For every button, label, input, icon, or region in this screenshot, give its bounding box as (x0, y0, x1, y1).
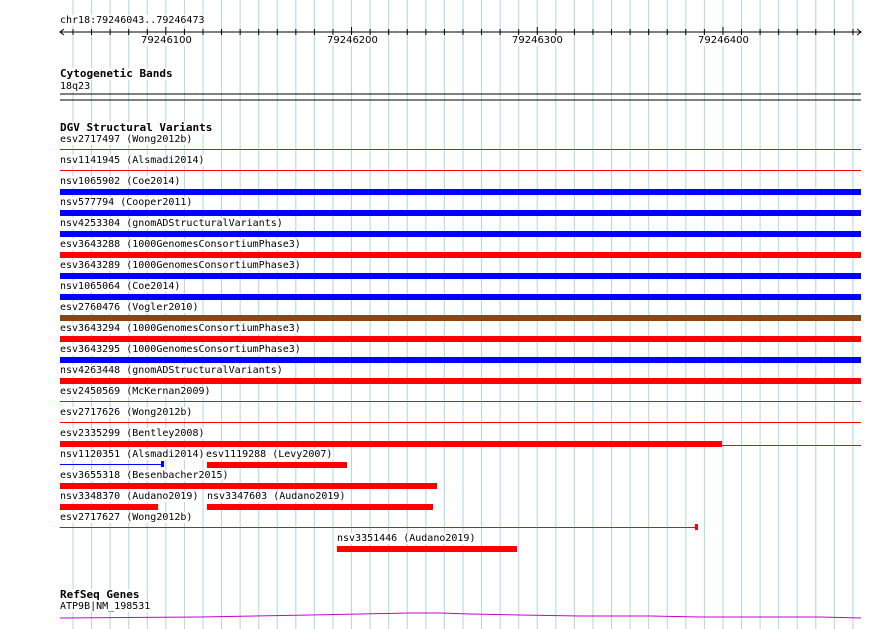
variant-label-esv2450569[interactable]: esv2450569 (McKernan2009) (59, 386, 212, 397)
variant-feature-esv2717497[interactable] (60, 149, 861, 150)
variant-feature-nsv3351446[interactable] (337, 546, 517, 552)
variant-feature-esv3643288[interactable] (60, 252, 861, 258)
variant-end-marker-esv2717627[interactable] (695, 524, 698, 530)
variant-feature-nsv3348370[interactable] (60, 504, 158, 510)
refseq-track (59, 612, 862, 619)
variant-label-nsv4263448[interactable]: nsv4263448 (gnomADStructuralVariants) (59, 365, 284, 376)
ruler-right-arrow (856, 28, 862, 36)
variant-feature-esv3643289[interactable] (60, 273, 861, 279)
gene-model-atp9b[interactable] (59, 612, 862, 619)
variant-label-esv3655318[interactable]: esv3655318 (Besenbacher2015) (59, 470, 230, 481)
variant-label-nsv1141945[interactable]: nsv1141945 (Alsmadi2014) (59, 155, 206, 166)
variant-label-nsv3351446[interactable]: nsv3351446 (Audano2019) (336, 533, 477, 544)
variant-label-nsv3348370[interactable]: nsv3348370 (Audano2019) (59, 491, 200, 502)
variant-feature-esv2717627[interactable] (60, 527, 696, 528)
variant-label-nsv1065064[interactable]: nsv1065064 (Coe2014) (59, 281, 182, 292)
refseq-gene-label[interactable]: ATP9B|NM_198531 (59, 601, 152, 612)
variant-label-esv2760476[interactable]: esv2760476 (Vogler2010) (59, 302, 200, 313)
variant-feature-nsv1065902[interactable] (60, 189, 861, 195)
variant-label-nsv3347603[interactable]: nsv3347603 (Audano2019) (206, 491, 347, 502)
variant-label-esv3643294[interactable]: esv3643294 (1000GenomesConsortiumPhase3) (59, 323, 302, 334)
variant-label-esv2717497[interactable]: esv2717497 (Wong2012b) (59, 134, 194, 145)
variant-label-nsv1065902[interactable]: nsv1065902 (Coe2014) (59, 176, 182, 187)
cytoband-label: 18q23 (59, 81, 92, 92)
ruler-tick-label-3: 79246400 (697, 35, 750, 46)
ruler-tick-label-0: 79246100 (140, 35, 193, 46)
variant-label-esv3643288[interactable]: esv3643288 (1000GenomesConsortiumPhase3) (59, 239, 302, 250)
variant-label-esv3643295[interactable]: esv3643295 (1000GenomesConsortiumPhase3) (59, 344, 302, 355)
variant-feature-esv2717626[interactable] (60, 422, 861, 423)
ruler-ticks (72, 27, 854, 37)
variant-label-esv3643289[interactable]: esv3643289 (1000GenomesConsortiumPhase3) (59, 260, 302, 271)
variant-feature-esv3655318[interactable] (60, 483, 437, 489)
variant-feature-esv3643295[interactable] (60, 357, 861, 363)
location-label: chr18:79246043..79246473 (59, 15, 206, 26)
variant-label-nsv1120351[interactable]: nsv1120351 (Alsmadi2014) (59, 449, 206, 460)
variant-feature-nsv577794[interactable] (60, 210, 861, 216)
cytoband-track-title[interactable]: Cytogenetic Bands (59, 67, 174, 80)
variant-feature-nsv1141945[interactable] (60, 170, 861, 171)
variant-feature-esv2450569[interactable] (60, 401, 861, 402)
variant-feature-esv3643294[interactable] (60, 336, 861, 342)
ruler-tick-label-2: 79246300 (511, 35, 564, 46)
variant-label-esv2717627[interactable]: esv2717627 (Wong2012b) (59, 512, 194, 523)
variant-end-marker-nsv1120351[interactable] (161, 461, 164, 467)
variant-feature-nsv3347603[interactable] (207, 504, 433, 510)
variant-feature-esv2335299[interactable] (60, 441, 722, 447)
refseq-track-title[interactable]: RefSeq Genes (59, 588, 141, 601)
ruler-axis (59, 28, 862, 36)
variant-label-esv2717626[interactable]: esv2717626 (Wong2012b) (59, 407, 194, 418)
variant-label-esv2335299[interactable]: esv2335299 (Bentley2008) (59, 428, 206, 439)
dgv-features (60, 149, 861, 552)
variant-label-nsv4253304[interactable]: nsv4253304 (gnomADStructuralVariants) (59, 218, 284, 229)
cytoband-track (60, 93, 861, 101)
variant-label-esv1119288[interactable]: esv1119288 (Levy2007) (205, 449, 334, 460)
variant-feature-esv1119288[interactable] (207, 462, 347, 468)
ruler-tick-label-1: 79246200 (326, 35, 379, 46)
variant-feature-nsv4253304[interactable] (60, 231, 861, 237)
ruler-left-arrow (59, 28, 65, 36)
variant-label-nsv577794[interactable]: nsv577794 (Cooper2011) (59, 197, 194, 208)
dgv-track-title[interactable]: DGV Structural Variants (59, 121, 214, 134)
variant-feature-nsv4263448[interactable] (60, 378, 861, 384)
variant-feature-nsv1065064[interactable] (60, 294, 861, 300)
variant-feature-nsv1120351[interactable] (60, 464, 162, 465)
variant-feature-esv2760476[interactable] (60, 315, 861, 321)
